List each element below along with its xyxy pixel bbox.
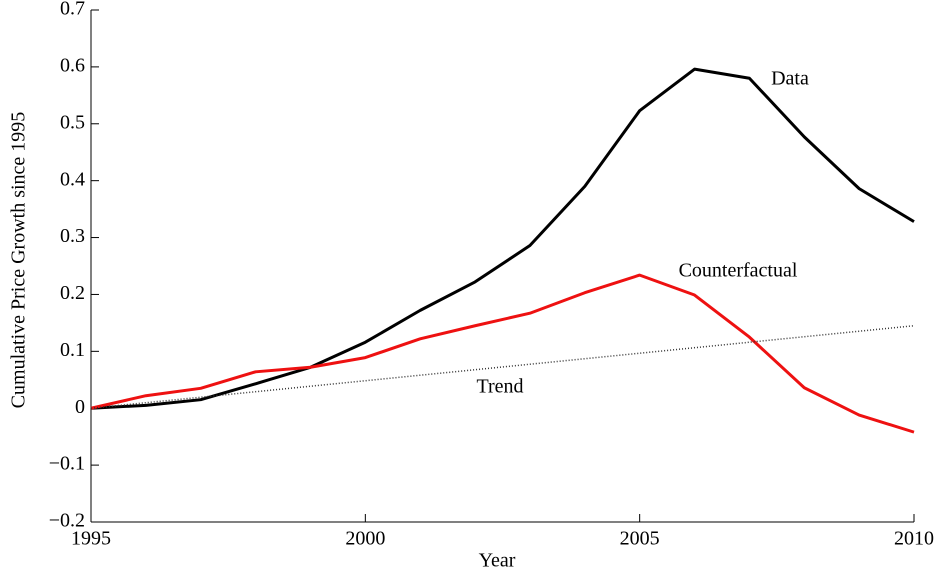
series-label: Trend bbox=[476, 376, 523, 398]
x-tick-label: 2000 bbox=[345, 528, 385, 550]
y-tick-label: 0 bbox=[75, 396, 85, 418]
x-axis-label: Year bbox=[479, 550, 516, 572]
x-tick-label: 2010 bbox=[894, 528, 934, 550]
series-line bbox=[90, 67, 915, 410]
y-tick-label: 0.4 bbox=[60, 168, 85, 190]
y-axis-label: Cumulative Price Growth since 1995 bbox=[8, 112, 30, 409]
series-label: Data bbox=[771, 68, 809, 90]
y-tick-label: 0.2 bbox=[60, 282, 85, 304]
y-tick-label: 0.1 bbox=[60, 339, 85, 361]
series-label: Counterfactual bbox=[679, 260, 798, 282]
x-tick-label: 2005 bbox=[620, 528, 660, 550]
y-tick-label: 0.7 bbox=[60, 0, 85, 20]
y-tick-label: 0.6 bbox=[60, 54, 85, 76]
y-tick-label: 0.5 bbox=[60, 111, 85, 133]
y-tick-label: 0.3 bbox=[60, 225, 85, 247]
series-line bbox=[90, 273, 915, 434]
y-tick-label: −0.2 bbox=[49, 510, 85, 532]
x-tick-label: 1995 bbox=[71, 528, 111, 550]
y-tick-label: −0.1 bbox=[49, 453, 85, 475]
